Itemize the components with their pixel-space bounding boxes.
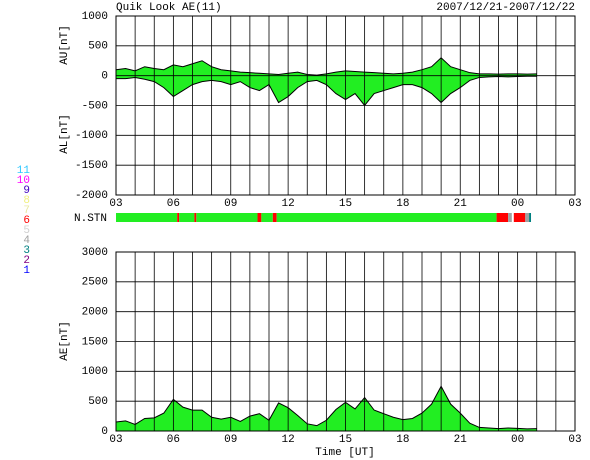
- y-axis-label: AL[nT]: [59, 114, 71, 154]
- y-axis-label: AE[nT]: [59, 321, 71, 361]
- legend-label: 6: [23, 215, 30, 227]
- legend-label: 3: [23, 245, 30, 257]
- station-segment: [276, 213, 497, 222]
- legend-label: 11: [17, 165, 31, 177]
- x-tick-label: 12: [282, 434, 295, 446]
- legend-label: 8: [23, 195, 30, 207]
- station-segment: [529, 213, 532, 222]
- x-tick-label: 21: [454, 198, 468, 210]
- y-tick-label: -1000: [75, 130, 108, 142]
- chart-title: Quik Look AE(11): [116, 2, 222, 14]
- legend-label: 2: [23, 255, 30, 267]
- y-tick-label: 1000: [82, 11, 108, 23]
- date-range: 2007/12/21-2007/12/22: [436, 2, 575, 14]
- y-tick-label: -1500: [75, 160, 108, 172]
- legend-label: 4: [23, 235, 30, 247]
- plot-frame: [115, 251, 576, 432]
- x-tick-label: 03: [109, 198, 122, 210]
- y-tick-label: -2000: [75, 190, 108, 202]
- station-segment: [177, 213, 180, 222]
- y-tick-label: 0: [101, 71, 108, 83]
- plot-frame: [115, 15, 576, 196]
- x-tick-label: 18: [396, 198, 409, 210]
- x-tick-label: 18: [396, 434, 409, 446]
- station-segment: [272, 213, 277, 222]
- station-segment: [196, 213, 258, 222]
- y-tick-label: 1500: [82, 336, 108, 348]
- station-segment: [525, 213, 530, 222]
- y-tick-label: 2000: [82, 307, 108, 319]
- station-segment: [261, 213, 273, 222]
- y-tick-label: 500: [88, 396, 108, 408]
- x-tick-label: 03: [568, 198, 581, 210]
- x-tick-label: 03: [109, 434, 122, 446]
- station-segment: [194, 213, 197, 222]
- y-tick-label: -500: [82, 100, 108, 112]
- station-segment: [116, 213, 178, 222]
- x-tick-label: 12: [282, 198, 295, 210]
- y-tick-label: 2500: [82, 277, 108, 289]
- station-segment: [508, 213, 512, 222]
- station-segment: [511, 213, 514, 222]
- legend-label: 5: [23, 225, 30, 237]
- y-tick-label: 0: [101, 426, 108, 438]
- station-segment: [513, 213, 526, 222]
- legend-label: 10: [17, 175, 30, 187]
- x-tick-label: 21: [454, 434, 468, 446]
- area: [116, 75, 537, 106]
- line: [115, 385, 537, 430]
- station-label: N.STN: [74, 213, 107, 225]
- x-tick-label: 09: [224, 434, 237, 446]
- y-tick-label: 3000: [82, 247, 108, 259]
- x-axis-label: Time [UT]: [315, 447, 374, 459]
- legend-label: 9: [23, 185, 30, 197]
- x-tick-label: 15: [339, 434, 352, 446]
- x-tick-label: 03: [568, 434, 581, 446]
- legend-label: 1: [23, 265, 30, 277]
- y-axis-label: AU[nT]: [59, 25, 71, 65]
- x-tick-label: 09: [224, 198, 237, 210]
- y-tick-label: 500: [88, 41, 108, 53]
- y-tick-label: 1000: [82, 366, 108, 378]
- line: [115, 57, 537, 76]
- x-tick-label: 06: [167, 198, 180, 210]
- x-tick-label: 06: [167, 434, 180, 446]
- area: [116, 386, 537, 431]
- station-segment: [179, 213, 195, 222]
- legend-label: 7: [23, 205, 30, 217]
- x-tick-label: 00: [511, 434, 524, 446]
- line: [116, 75, 537, 107]
- x-tick-label: 00: [511, 198, 524, 210]
- area: [116, 57, 537, 76]
- station-segment: [496, 213, 509, 222]
- x-tick-label: 15: [339, 198, 352, 210]
- station-segment: [257, 213, 262, 222]
